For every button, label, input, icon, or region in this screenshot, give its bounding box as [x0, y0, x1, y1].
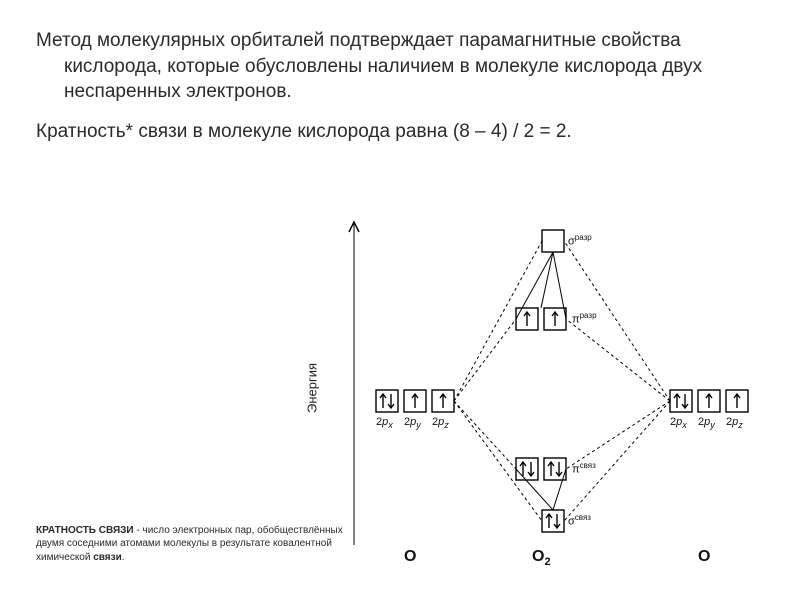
paragraph-2: Кратность* связи в молекуле кислорода ра… — [36, 119, 764, 145]
footnote-bold2: связи — [93, 552, 122, 563]
mo-svg — [336, 210, 770, 565]
footnote-tail: . — [122, 552, 125, 563]
footnote-term: КРАТНОСТЬ СВЯЗИ — [36, 525, 134, 536]
energy-axis-label: Энергия — [305, 362, 320, 412]
mo-diagram: Энергия 2px2py2pz2px2py2pzσразрπразрπсвя… — [310, 210, 770, 565]
footnote: КРАТНОСТЬ СВЯЗИ - число электронных пар,… — [36, 524, 356, 565]
paragraph-1: Метод молекулярных орбиталей подтверждае… — [36, 28, 764, 105]
